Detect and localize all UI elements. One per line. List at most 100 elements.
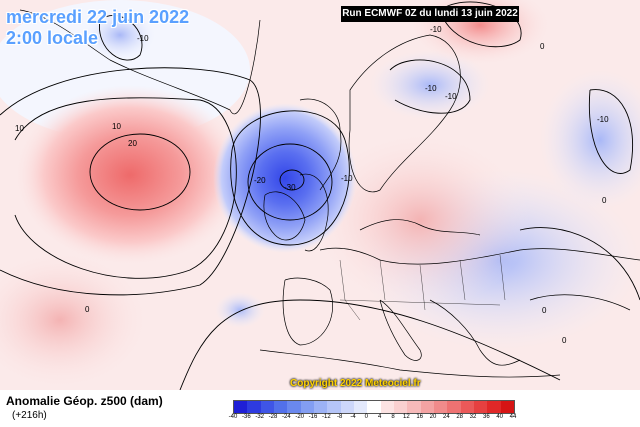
europe-north-coast — [319, 247, 640, 265]
legend-tick-label: -24 — [281, 414, 291, 420]
legend-tick-label: -8 — [336, 414, 343, 420]
legend-tick-label: -4 — [350, 414, 356, 420]
legend-swatch — [447, 401, 461, 413]
balkans-coast — [429, 299, 521, 366]
legend-swatch — [273, 401, 288, 413]
small-atlantic-negative-anomaly — [215, 292, 265, 328]
legend-swatch — [367, 401, 381, 413]
anomaly-map: 10 -10 -10 -10 -10 0 10 20 -20 -30 -10 0… — [0, 0, 640, 390]
legend-swatch — [393, 401, 408, 413]
contour-label: 0 — [602, 196, 607, 205]
contour-scandinavia — [389, 59, 471, 114]
legend-tick-label: -40 — [228, 414, 238, 420]
legend-swatch — [260, 401, 274, 413]
contour-label: -30 — [284, 183, 296, 192]
legend-swatch — [460, 401, 474, 413]
central-europe-positive-anomaly — [310, 130, 530, 310]
iceland-coast — [299, 98, 342, 191]
black-sea-coast — [529, 294, 631, 311]
atlantic-positive-anomaly — [15, 85, 245, 265]
contour-russia — [588, 89, 634, 174]
ireland-coast — [263, 191, 306, 241]
legend-swatch — [407, 401, 421, 413]
contour-label: -10 — [137, 34, 149, 43]
contour-label: -10 — [341, 174, 353, 183]
color-scale-legend — [233, 400, 515, 414]
legend-tick-labels: -40 -36 -32 -28 -24 -20 -16 -12 -8 -4 0 4 8 12 16 20 24 2… — [229, 414, 517, 424]
legend-swatch — [234, 401, 248, 413]
copyright-text: Copyright 2022 Meteociel.fr — [290, 378, 421, 389]
legend-swatch — [340, 401, 354, 413]
contour-label: 0 — [542, 306, 547, 315]
model-run-label: Run ECMWF 0Z du lundi 13 juin 2022 — [341, 6, 519, 22]
contour-minus30 — [279, 169, 305, 191]
legend-swatch — [300, 401, 314, 413]
legend-tick-label: -12 — [321, 414, 331, 420]
legend-tick-label: 24 — [442, 414, 450, 420]
contour-plus10 — [14, 97, 237, 279]
legend-tick-label: 0 — [364, 414, 368, 420]
italy-coast — [379, 299, 422, 361]
legend-tick-label: -28 — [268, 414, 278, 420]
contour-lines — [0, 1, 640, 390]
russia-negative-anomaly — [540, 70, 640, 210]
contour-label: -10 — [445, 92, 457, 101]
contour-labels: 10 -10 -10 -10 -10 0 10 20 -20 -30 -10 0… — [15, 25, 609, 345]
legend-tick-label: 44 — [509, 414, 517, 420]
legend-swatch — [247, 401, 261, 413]
contour-minus20 — [247, 143, 333, 221]
southwest-positive-anomaly — [0, 250, 150, 390]
legend-swatch — [353, 401, 368, 413]
contour-east — [519, 227, 640, 301]
forecast-hour: (+216h) — [12, 410, 47, 421]
legend-swatch — [433, 401, 448, 413]
legend-tick-label: 16 — [416, 414, 423, 420]
legend-tick-label: 32 — [469, 414, 477, 420]
low-pressure-anomaly — [213, 103, 357, 253]
contour-zero-south — [179, 299, 561, 390]
legend-tick-label: -32 — [255, 414, 264, 420]
legend-tick-label: 12 — [402, 414, 410, 420]
border-lines — [339, 254, 506, 321]
iberia-coast — [282, 277, 333, 346]
forecast-time: 2:00 locale — [6, 28, 99, 48]
legend-swatch — [327, 401, 341, 413]
contour-minus10 — [230, 110, 350, 246]
legend-tick-label: -16 — [308, 414, 318, 420]
contour-label: -10 — [597, 115, 609, 124]
legend-swatch — [313, 401, 328, 413]
map-title: Anomalie Géop. z500 (dam) — [6, 394, 163, 408]
contour-greenland — [99, 15, 143, 61]
contour-plus20 — [89, 133, 191, 211]
legend-swatch — [500, 401, 514, 413]
scandinavia-coast — [348, 34, 461, 193]
north-africa-coast — [259, 349, 561, 378]
legend-swatch — [473, 401, 488, 413]
contour-arctic — [439, 1, 522, 48]
contour-label: 0 — [85, 305, 90, 314]
contour-label: 20 — [128, 139, 137, 148]
contour-label: -20 — [254, 176, 266, 185]
legend-tick-label: -20 — [295, 414, 304, 420]
contour-zero-atlantic — [0, 67, 261, 296]
coastlines — [19, 9, 640, 378]
contour-label: 0 — [540, 42, 545, 51]
legend-tick-label: 4 — [377, 414, 382, 420]
contour-label: 0 — [562, 336, 567, 345]
legend-swatch — [287, 401, 301, 413]
contour-label: -10 — [430, 25, 442, 34]
legend-tick-label: 36 — [482, 414, 490, 420]
legend-swatch — [487, 401, 501, 413]
legend-tick-label: -36 — [241, 414, 251, 420]
forecast-date: mercredi 22 juin 2022 — [6, 7, 190, 27]
greenland-coast — [19, 9, 261, 115]
legend-tick-label: 28 — [456, 414, 463, 420]
legend-tick-label: 8 — [391, 414, 395, 420]
legend-tick-label: 40 — [496, 414, 503, 420]
greenland-negative-anomaly — [85, 10, 155, 60]
legend-swatch — [380, 401, 394, 413]
baltic-coast — [359, 219, 481, 236]
contour-label: -10 — [425, 84, 437, 93]
contour-label: 10 — [15, 124, 24, 133]
country-borders — [339, 254, 506, 321]
